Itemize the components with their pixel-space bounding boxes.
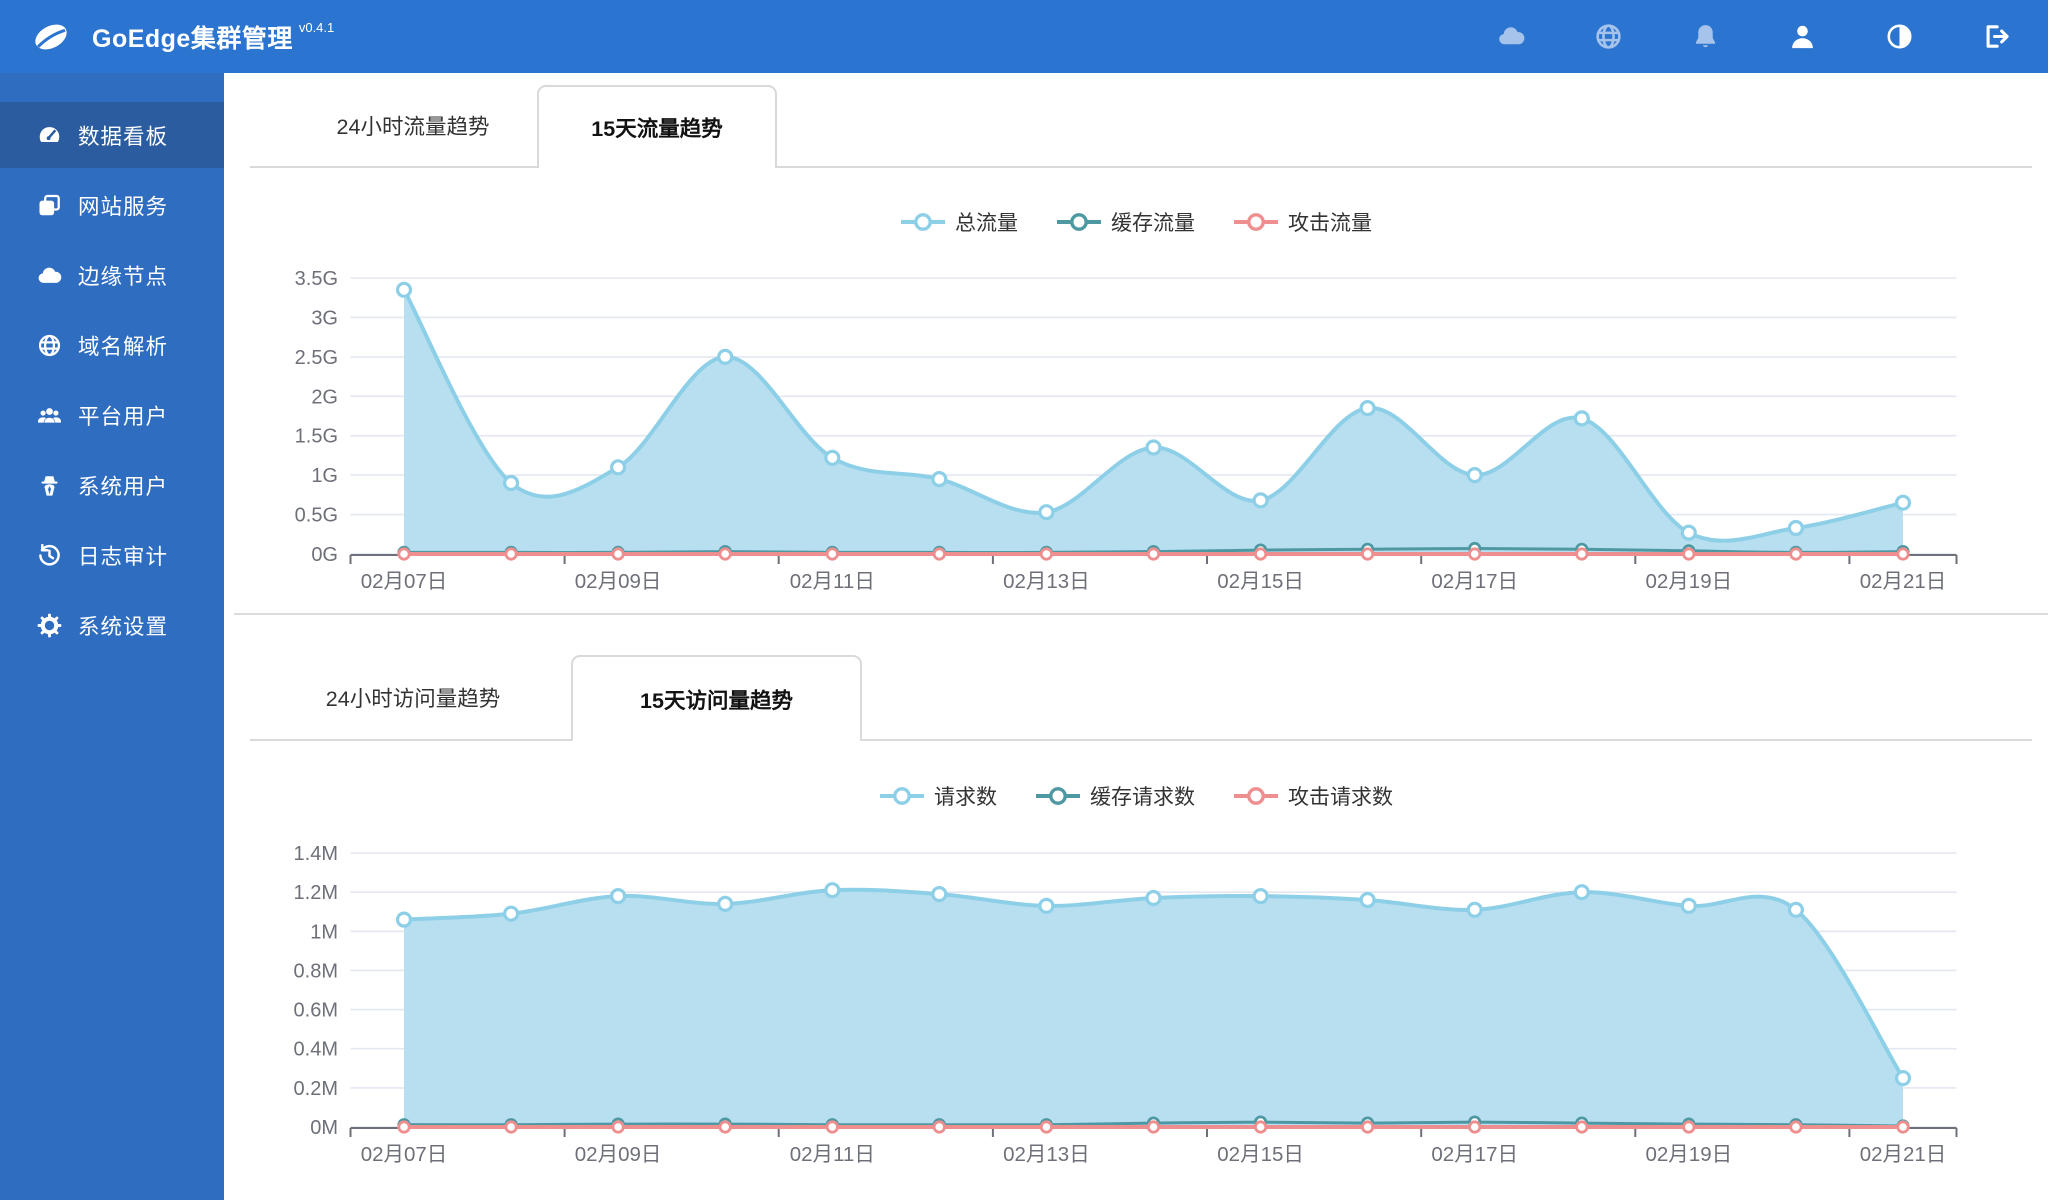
app-title: GoEdge集群管理 <box>92 24 293 53</box>
legend-label: 缓存请求数 <box>1090 786 1195 809</box>
tab-24h-traffic[interactable]: 24小时流量趋势 <box>336 115 490 139</box>
topbar: GoEdge集群管理 v0.4.1 <box>0 0 2048 73</box>
requests-tabbar: 24小时访问量趋势 15天访问量趋势 <box>250 655 2032 741</box>
globe-icon[interactable] <box>1593 21 1624 52</box>
app-version: v0.4.1 <box>298 20 335 35</box>
users-icon <box>38 407 61 423</box>
sidebar-item-label: 系统设置 <box>78 614 169 639</box>
sidebar-item-label: 平台用户 <box>78 404 169 429</box>
dashboard-icon <box>39 126 60 142</box>
legend-item-attack-requests[interactable]: 攻击请求数 <box>1233 781 1393 811</box>
sites-icon <box>39 194 60 215</box>
cloud-icon[interactable] <box>1496 21 1527 52</box>
tab-24h-requests[interactable]: 24小时访问量趋势 <box>325 686 501 711</box>
sidebar-item-audit-log[interactable]: 日志审计 <box>0 522 224 588</box>
legend-marker-icon <box>1036 787 1080 805</box>
legend-item-cache-requests[interactable]: 缓存请求数 <box>1035 781 1195 811</box>
sidebar-item-label: 域名解析 <box>78 334 169 359</box>
sidebar-item-label: 数据看板 <box>78 124 169 149</box>
brand: GoEdge集群管理 v0.4.1 <box>30 16 334 58</box>
legend-item-attack-traffic[interactable]: 攻击流量 <box>1233 207 1372 237</box>
legend-label: 总流量 <box>955 212 1018 235</box>
globe-icon <box>38 334 61 356</box>
sidebar-item-label: 系统用户 <box>78 474 169 499</box>
sidebar-item-system-users[interactable]: 系统用户 <box>0 452 224 518</box>
legend-marker-icon <box>880 787 924 805</box>
legend-label: 请求数 <box>934 786 997 809</box>
sidebar-item-label: 网站服务 <box>78 194 169 219</box>
section-divider <box>234 613 2048 615</box>
legend-item-total-traffic[interactable]: 总流量 <box>900 207 1018 237</box>
sidebar: 数据看板 网站服务 边缘节点 域名解析 <box>0 73 224 1200</box>
sign-out-icon[interactable] <box>1981 21 2012 52</box>
sidebar-item-dns[interactable]: 域名解析 <box>0 312 224 378</box>
legend-marker-icon <box>1234 787 1278 805</box>
bell-icon[interactable] <box>1690 21 1721 52</box>
gear-icon <box>37 613 62 637</box>
sidebar-item-label: 边缘节点 <box>78 264 169 289</box>
sidebar-item-label: 日志审计 <box>78 544 169 569</box>
cloud-icon <box>38 267 62 283</box>
traffic-legend: 总流量 缓存流量 攻击流量 <box>224 207 2048 237</box>
legend-label: 攻击流量 <box>1288 212 1372 235</box>
contrast-icon[interactable] <box>1884 21 1915 52</box>
legend-marker-icon <box>901 213 945 231</box>
user-icon[interactable] <box>1787 21 1818 52</box>
legend-label: 攻击请求数 <box>1288 786 1393 809</box>
sidebar-item-platform-users[interactable]: 平台用户 <box>0 382 224 448</box>
history-icon <box>39 543 60 566</box>
user-secret-icon <box>41 475 58 496</box>
sidebar-item-settings[interactable]: 系统设置 <box>0 592 224 658</box>
legend-marker-icon <box>1234 213 1278 231</box>
tab-15d-requests[interactable]: 15天访问量趋势 <box>571 655 862 741</box>
legend-item-cache-traffic[interactable]: 缓存流量 <box>1056 207 1195 237</box>
legend-marker-icon <box>1057 213 1101 231</box>
main-content: 24小时流量趋势 15天流量趋势 总流量 缓存流量 攻击流量 <box>224 73 2048 1200</box>
legend-label: 缓存流量 <box>1111 212 1195 235</box>
sidebar-item-edge-nodes[interactable]: 边缘节点 <box>0 242 224 308</box>
leaf-icon <box>35 24 67 49</box>
requests-legend: 请求数 缓存请求数 攻击请求数 <box>224 781 2048 811</box>
traffic-tabbar: 24小时流量趋势 15天流量趋势 <box>250 85 2032 168</box>
legend-item-requests[interactable]: 请求数 <box>879 781 997 811</box>
tab-15d-traffic[interactable]: 15天流量趋势 <box>537 85 777 168</box>
topbar-icons <box>1496 21 2012 52</box>
sidebar-item-sites[interactable]: 网站服务 <box>0 172 224 238</box>
sidebar-item-dashboard[interactable]: 数据看板 <box>0 102 224 168</box>
